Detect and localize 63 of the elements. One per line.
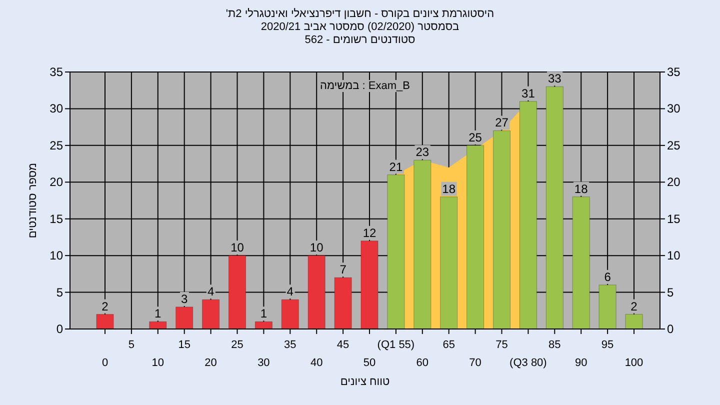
x-tick-label: 50 [363, 357, 376, 369]
y2-tick-label: 25 [667, 138, 681, 152]
x-tick-label: 70 [469, 357, 482, 369]
y-axis-title: מספר סטודנטים [27, 162, 39, 238]
data-label: 10 [310, 240, 324, 255]
data-label: 33 [548, 72, 562, 86]
data-label: 18 [442, 182, 456, 196]
y2-tick-label: 20 [667, 175, 681, 190]
data-label: 23 [416, 145, 430, 160]
y2-tick-label: 15 [667, 212, 681, 226]
x-tick-label: 25 [231, 339, 244, 351]
text: סטודנטים רשומים - 562 [304, 34, 416, 46]
x-tick-label: (Q1 55) [377, 339, 415, 351]
y-tick-label: 0 [56, 322, 64, 336]
x-tick-label: 10 [152, 357, 164, 369]
x-tick-label: 95 [601, 339, 614, 351]
x-tick-label: 45 [336, 339, 350, 351]
x-tick-label: 100 [624, 357, 644, 369]
x-axis-title: טווח ציונים [340, 376, 390, 388]
x-tick-label: 60 [416, 357, 429, 369]
data-label: 31 [522, 86, 536, 100]
y-tick-label: 35 [50, 65, 64, 79]
y-tick-label: 10 [50, 248, 64, 263]
x-tick-label: 90 [574, 357, 588, 369]
data-label: 2 [630, 299, 638, 314]
data-label: 3 [181, 292, 188, 306]
x-tick-label: 0 [102, 357, 108, 369]
data-label: 12 [362, 226, 376, 240]
data-label: 10 [230, 240, 244, 255]
data-label: 25 [468, 130, 482, 144]
annotation: במשימה : Exam_B [320, 80, 410, 92]
x-tick-label: 15 [178, 339, 190, 351]
data-label: 18 [574, 182, 588, 196]
x-tick-label: 30 [258, 357, 270, 369]
chart-title: 'היסטוגרמת ציונים בקורס - חשבון דיפרנציאלי ואינטגרלי 2ת [226, 8, 494, 20]
chart-subtitle: בסמסטר (02/2020) סמסטר אביב 2020/21 [260, 21, 460, 33]
x-tick-label: 5 [128, 339, 135, 351]
data-label: 27 [495, 116, 509, 130]
data-label: 21 [389, 160, 403, 174]
data-label: 1 [154, 306, 162, 321]
y-tick-label: 30 [50, 102, 64, 116]
data-label: 1 [260, 306, 268, 321]
x-tick-label: 40 [310, 357, 323, 369]
data-label: 4 [207, 284, 214, 299]
y2-tick-label: 5 [667, 285, 674, 300]
y-tick-label: 15 [50, 212, 64, 226]
y2-tick-label: 35 [667, 65, 681, 79]
y2-tick-label: 0 [667, 322, 674, 336]
y2-tick-label: 10 [667, 248, 681, 263]
y-tick-label: 25 [50, 138, 64, 152]
y2-tick-label: 30 [667, 102, 681, 116]
x-tick-label: 20 [204, 357, 217, 369]
x-tick-label: 65 [442, 339, 455, 351]
y-tick-label: 20 [50, 175, 64, 190]
data-label: 2 [102, 299, 109, 314]
x-tick-label: 35 [284, 339, 296, 351]
x-tick-label: 85 [548, 339, 561, 351]
x-tick-label: (Q3 80) [510, 357, 547, 369]
x-tick-label: 75 [496, 339, 508, 351]
data-label: 6 [604, 270, 612, 284]
y-tick-label: 5 [56, 285, 64, 300]
data-label: 7 [340, 262, 347, 277]
data-label: 4 [286, 284, 294, 299]
